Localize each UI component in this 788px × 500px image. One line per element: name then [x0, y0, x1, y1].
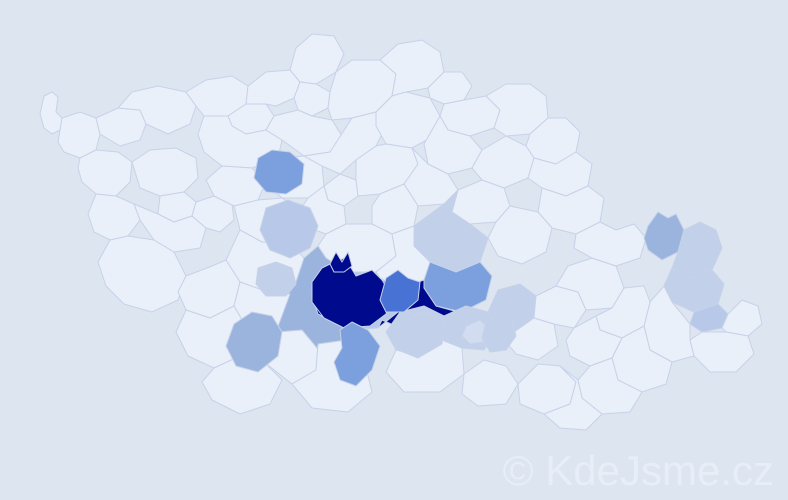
district-jihlava-highlight[interactable] [380, 270, 420, 312]
district-karvina[interactable] [722, 300, 762, 336]
district-cheb[interactable] [58, 112, 100, 158]
district-plzen-sever[interactable] [132, 148, 198, 196]
district-zdar-nad-sazavou-tip[interactable] [330, 252, 352, 272]
district-havlickuv-brod-highlight[interactable] [254, 150, 304, 194]
district-louny[interactable] [198, 116, 282, 168]
district-pelhrimov-highlight[interactable] [260, 200, 318, 258]
district-layer [40, 34, 762, 430]
district-klatovy[interactable] [98, 236, 186, 312]
district-litomerice[interactable] [266, 110, 342, 156]
watermark: © KdeJsme.cz [503, 450, 774, 492]
district-karlovy-vary[interactable] [118, 86, 196, 134]
district-tachov[interactable] [78, 150, 132, 196]
watermark-text: KdeJsme.cz [545, 447, 774, 494]
district-jablonec[interactable] [428, 72, 472, 104]
district-svitavy[interactable] [488, 206, 552, 264]
district-tabor-highlight[interactable] [226, 312, 282, 372]
district-sumperk[interactable] [574, 222, 646, 266]
district-jindrichuv-hradec-highlight[interactable] [334, 322, 380, 386]
district-plzen-jih[interactable] [134, 204, 206, 252]
district-uherske-hradiste[interactable] [544, 366, 602, 430]
district-trebic-highlight[interactable] [482, 314, 516, 352]
district-breclav[interactable] [462, 360, 518, 406]
copyright-icon: © [502, 447, 534, 494]
district-brno-venkov-highlight[interactable] [392, 312, 444, 358]
district-blansko-highlight[interactable] [256, 262, 296, 296]
